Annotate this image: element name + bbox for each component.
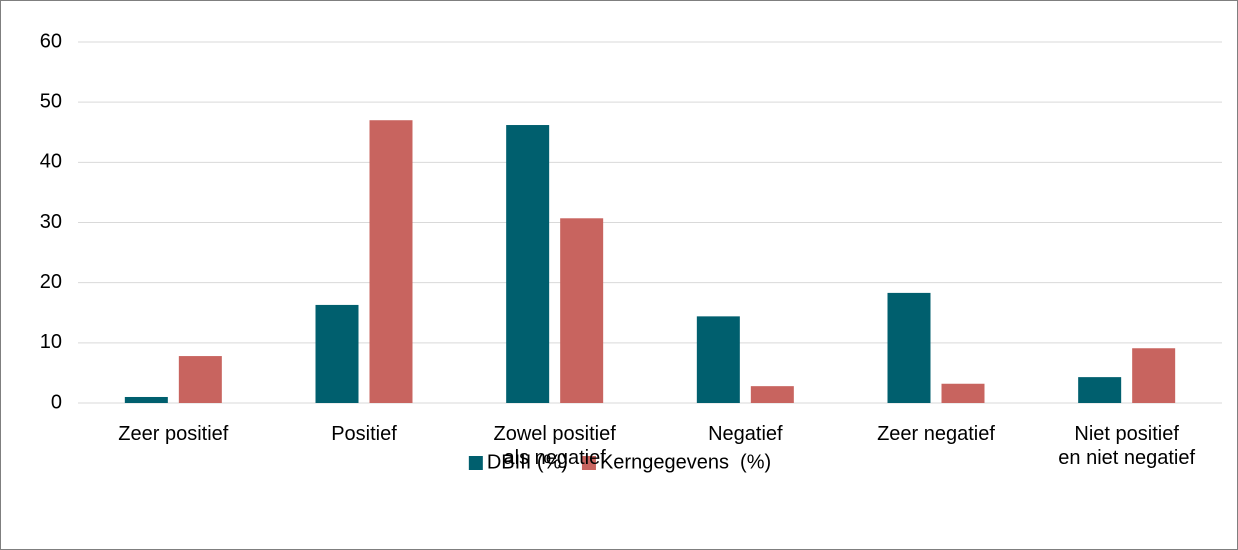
x-tick-label: Negatief — [708, 423, 783, 445]
x-tick-label: Positief — [331, 423, 397, 445]
bar — [315, 304, 359, 403]
legend-swatch — [581, 456, 596, 470]
legend-swatch — [468, 456, 483, 470]
y-tick-label: 10 — [40, 331, 62, 353]
bar — [506, 125, 550, 403]
bar — [941, 383, 985, 403]
x-tick-label: Zeer negatief — [877, 423, 995, 445]
bar — [887, 292, 931, 403]
bar — [750, 386, 794, 403]
bar — [560, 218, 604, 403]
bar — [1078, 377, 1122, 403]
legend-label: DBIII (%) — [487, 451, 568, 473]
y-tick-label: 50 — [40, 90, 62, 112]
y-tick-label: 0 — [51, 391, 62, 413]
bar — [369, 120, 413, 403]
x-tick-label: Niet positief en niet negatief — [1058, 423, 1196, 469]
bar — [124, 396, 168, 403]
y-tick-label: 40 — [40, 151, 62, 173]
y-tick-label: 20 — [40, 271, 62, 293]
bar — [696, 316, 740, 403]
y-tick-label: 30 — [40, 211, 62, 233]
y-tick-label: 60 — [40, 30, 62, 52]
x-tick-label: Zowel positief als negatief — [493, 423, 616, 469]
bar — [178, 356, 222, 403]
legend-label: Kerngegevens (%) — [600, 451, 771, 473]
bar — [1132, 348, 1176, 403]
x-tick-label: Zeer positief — [118, 423, 229, 445]
